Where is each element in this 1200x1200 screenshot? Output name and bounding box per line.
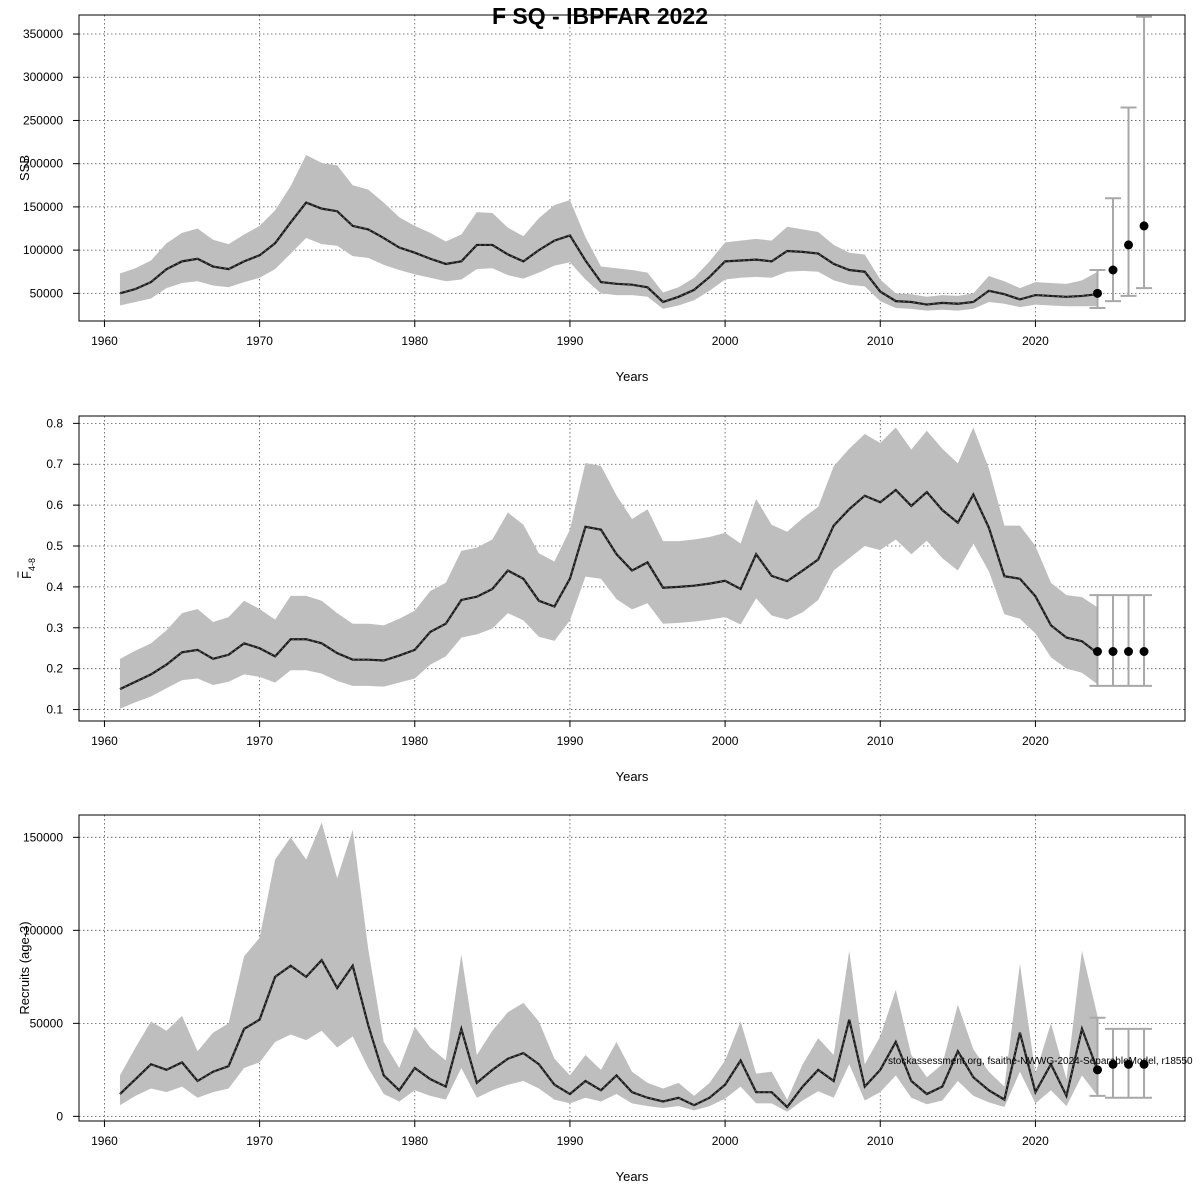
forecast-point: [1108, 1059, 1118, 1069]
y-axis-label: Recruits (age-3): [17, 921, 32, 1014]
x-tick-label: 1970: [246, 334, 273, 348]
y-tick-label: 0.5: [46, 539, 63, 553]
y-tick-label: 100000: [23, 923, 63, 937]
panel-fbar: 1960 1970 1980 1990 2000 2010 2020 0.1 0.2 0.3 0.4…: [17, 415, 1186, 784]
y-tick-label: 0.4: [46, 580, 63, 594]
forecast-point: [1124, 1059, 1134, 1069]
x-tick-label: 1980: [401, 734, 428, 748]
y-tick-label: 0: [56, 1109, 63, 1123]
forecast-point: [1108, 646, 1118, 656]
x-tick-label: 1960: [91, 334, 118, 348]
forecast-point: [1092, 288, 1102, 298]
confidence-band: [119, 155, 1098, 311]
x-tick-label: 1970: [246, 1134, 273, 1148]
confidence-band: [119, 427, 1098, 709]
x-axis-label: Years: [616, 1169, 649, 1184]
y-tick-label: 0.3: [46, 621, 63, 635]
figure-title: F SQ - IBPFAR 2022: [492, 3, 708, 29]
watermark-text: stockassessment.org, fsaithe-NWWG-2024-S…: [888, 1056, 1193, 1067]
x-tick-label: 2010: [867, 734, 894, 748]
y-axis-label-main: F: [19, 571, 34, 579]
forecast-point: [1108, 265, 1118, 275]
y-axis-label-subscript: 4-8: [27, 558, 37, 571]
x-tick-label: 1970: [246, 734, 273, 748]
x-tick-label: 2000: [712, 334, 739, 348]
estimate-line-dash: [119, 959, 1098, 1108]
plot-frame: [78, 14, 1186, 322]
x-tick-label: 2000: [712, 734, 739, 748]
estimate-line-dash: [119, 202, 1098, 305]
forecast-point: [1124, 240, 1134, 250]
x-tick-label: 1960: [91, 1134, 118, 1148]
y-tick-label: 200000: [23, 157, 63, 171]
x-tick-label: 2020: [1022, 1134, 1049, 1148]
estimate-line-dash: [119, 489, 1098, 690]
forecast-point: [1124, 646, 1134, 656]
x-tick-label: 2020: [1022, 334, 1049, 348]
x-axis-label: Years: [616, 769, 649, 784]
x-tick-label: 1990: [557, 734, 584, 748]
forecast-point: [1139, 1059, 1149, 1069]
y-tick-label: 0.2: [46, 662, 63, 676]
y-tick-label: 50000: [30, 1016, 64, 1030]
x-axis-label: Years: [616, 369, 649, 384]
panel-ssb: 1960 1970 1980 1990 2000 2010 2020 50000 100000 1…: [17, 14, 1186, 384]
plot-frame: [78, 814, 1186, 1122]
y-tick-label: 0.6: [46, 498, 63, 512]
panel-recruits: 1960 1970 1980 1990 2000 2010 2020 0 50000 100000…: [17, 814, 1186, 1184]
x-tick-label: 2010: [867, 1134, 894, 1148]
y-tick-label: 0.7: [46, 457, 63, 471]
x-tick-label: 1980: [401, 1134, 428, 1148]
y-tick-label: 50000: [30, 286, 64, 300]
y-tick-label: 150000: [23, 830, 63, 844]
y-tick-label: 300000: [23, 70, 63, 84]
y-tick-label: 250000: [23, 113, 63, 127]
forecast-point: [1092, 1065, 1102, 1075]
x-tick-label: 2010: [867, 334, 894, 348]
y-tick-label: 0.8: [46, 416, 63, 430]
y-axis-label: SSB: [17, 155, 32, 181]
y-tick-label: 0.1: [46, 703, 63, 717]
y-axis-label: F4-8: [19, 558, 37, 579]
forecast-point: [1139, 646, 1149, 656]
y-tick-label: 100000: [23, 243, 63, 257]
x-tick-label: 2000: [712, 1134, 739, 1148]
forecast-point: [1139, 221, 1149, 231]
y-tick-label: 350000: [23, 27, 63, 41]
x-tick-label: 1960: [91, 734, 118, 748]
x-tick-label: 2020: [1022, 734, 1049, 748]
x-tick-label: 1990: [557, 1134, 584, 1148]
y-tick-label: 150000: [23, 200, 63, 214]
forecast-point: [1092, 646, 1102, 656]
plot-frame: [78, 415, 1186, 722]
x-tick-label: 1990: [557, 334, 584, 348]
x-tick-label: 1980: [401, 334, 428, 348]
